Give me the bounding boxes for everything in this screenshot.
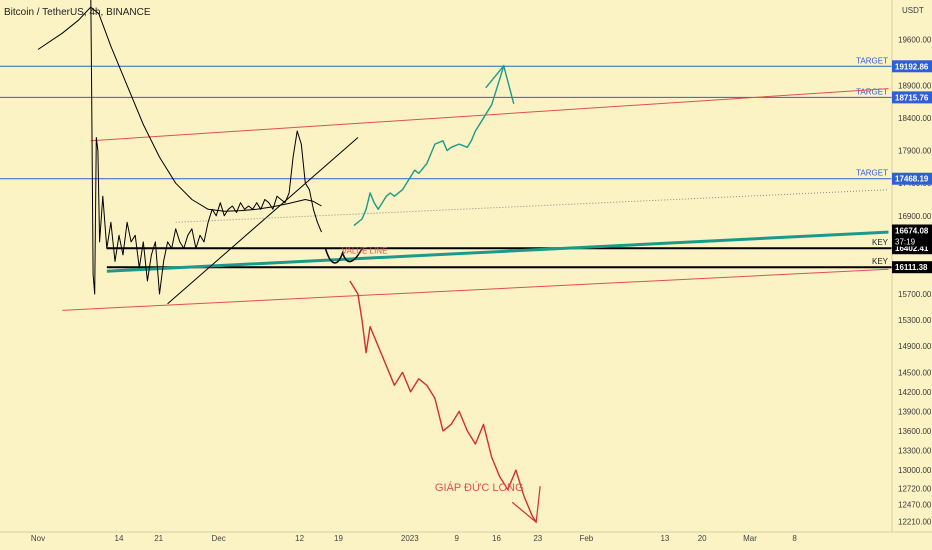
wave-pattern (324, 248, 363, 264)
x-tick-label: 13 (660, 534, 669, 543)
y-tick-label: 12720.00 (898, 484, 932, 493)
price-label-bg (892, 224, 932, 237)
price-label-box: 19192.86 (892, 60, 932, 73)
y-tick-label: 13300.00 (898, 447, 932, 456)
trendline-support-diagonal (167, 137, 359, 305)
series-projection-down (349, 280, 537, 523)
price-label-bg (892, 60, 932, 73)
chart-title: Bitcoin / TetherUS, 4h, BINANCE (4, 7, 151, 18)
price-label-bg (892, 91, 932, 104)
y-tick-label: 17900.00 (898, 147, 932, 156)
countdown-text: 37:19 (895, 238, 916, 247)
x-tick-label: 21 (154, 534, 163, 543)
x-tick-label: 14 (115, 534, 124, 543)
price-label-bg (892, 261, 932, 274)
annotation-value-line: VALUE LINE (342, 247, 388, 256)
series-moving-average (37, 6, 322, 212)
series-projection-up (353, 65, 505, 227)
y-tick-label: 13900.00 (898, 407, 932, 416)
trendline-dotted-resistance (175, 189, 889, 223)
y-tick-label: 13600.00 (898, 427, 932, 436)
hline-label-key-3: KEY (872, 238, 889, 247)
y-tick-label: 18900.00 (898, 81, 932, 90)
currency-label: USDT (902, 6, 924, 15)
projection-down-arrowhead (511, 486, 541, 524)
x-tick-label: 23 (533, 534, 542, 543)
y-tick-label: 14500.00 (898, 368, 932, 377)
x-tick-label: Dec (212, 534, 226, 543)
y-tick-label: 12470.00 (898, 501, 932, 510)
price-label-box: 17468.19 (892, 172, 932, 185)
price-label-bg (892, 172, 932, 185)
y-tick-label: 12210.00 (898, 518, 932, 527)
y-tick-label: 18400.00 (898, 114, 932, 123)
price-label-box: 16111.38 (892, 261, 932, 274)
price-label-box: 18715.76 (892, 91, 932, 104)
y-tick-label: 16900.00 (898, 212, 932, 221)
y-tick-label: 15300.00 (898, 316, 932, 325)
x-tick-label: Nov (31, 534, 45, 543)
price-label-text: 16402.41 (895, 244, 929, 253)
price-label-text: 16111.38 (895, 263, 928, 272)
price-label-text: 16674.08 (895, 227, 929, 236)
series-price (90, 0, 322, 295)
y-tick-label: 15700.00 (898, 290, 932, 299)
x-tick-label: 20 (698, 534, 707, 543)
hline-label-key-4: KEY (872, 257, 889, 266)
x-tick-label: 12 (295, 534, 304, 543)
y-tick-label: 14900.00 (898, 342, 932, 351)
x-tick-label: 19 (334, 534, 343, 543)
price-label-text: 17468.19 (895, 175, 929, 184)
projection-up-arrowhead (485, 64, 515, 104)
countdown-bg (892, 236, 932, 247)
price-label-box: 16674.08 (892, 224, 932, 237)
price-label-text: 18715.76 (895, 93, 929, 102)
x-tick-label: 2023 (401, 534, 419, 543)
y-tick-label: 14200.00 (898, 388, 932, 397)
y-tick-label: 13000.00 (898, 466, 932, 475)
x-tick-label: 16 (492, 534, 501, 543)
annotation-gi-p-c-long: GIÁP ĐỨC LONG (435, 481, 524, 494)
hline-label-target-2: TARGET (856, 169, 888, 178)
x-tick-label: 8 (792, 534, 797, 543)
x-tick-label: Mar (743, 534, 757, 543)
channel-upper-line (90, 88, 889, 142)
trendline-value-line (106, 230, 889, 273)
hline-label-target-1: TARGET (856, 87, 888, 96)
y-tick-label: 19600.00 (898, 36, 932, 45)
x-tick-label: 9 (455, 534, 460, 543)
hline-label-target-0: TARGET (856, 56, 888, 65)
x-tick-label: Feb (579, 534, 593, 543)
price-label-text: 19192.86 (895, 62, 929, 71)
channel-lower-line (62, 268, 889, 311)
